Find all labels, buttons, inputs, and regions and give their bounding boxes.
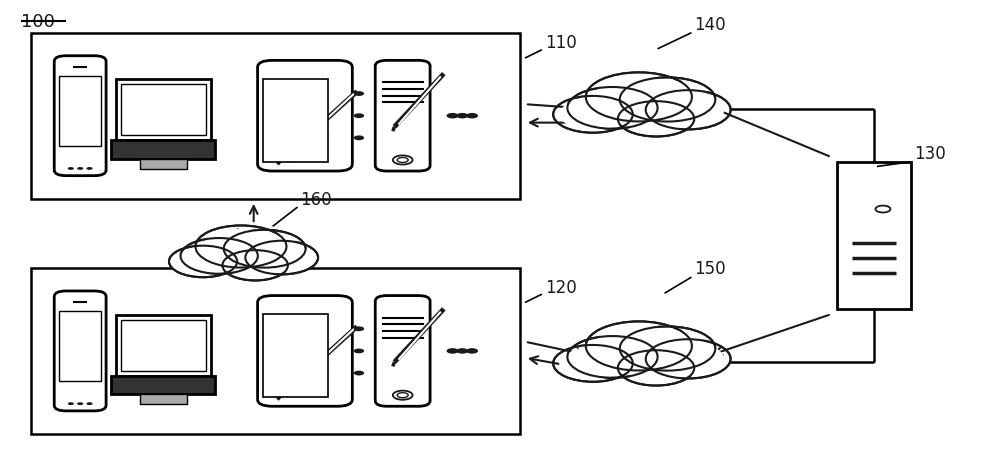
FancyBboxPatch shape: [54, 56, 106, 176]
Circle shape: [181, 238, 258, 274]
Bar: [121, 320, 206, 371]
Circle shape: [227, 253, 283, 279]
Circle shape: [618, 102, 694, 137]
Circle shape: [354, 349, 364, 354]
Bar: [263, 80, 328, 163]
Circle shape: [354, 114, 364, 119]
Circle shape: [586, 322, 692, 371]
Circle shape: [354, 92, 364, 97]
Circle shape: [652, 343, 724, 375]
Circle shape: [586, 73, 692, 122]
Circle shape: [559, 100, 627, 131]
Circle shape: [397, 393, 408, 398]
Circle shape: [354, 136, 364, 141]
Circle shape: [222, 250, 288, 281]
Circle shape: [447, 348, 458, 354]
FancyBboxPatch shape: [375, 296, 430, 407]
Circle shape: [354, 371, 364, 375]
Circle shape: [624, 353, 689, 383]
Circle shape: [567, 88, 658, 130]
Circle shape: [620, 327, 715, 371]
Circle shape: [574, 339, 651, 375]
FancyBboxPatch shape: [258, 296, 352, 407]
FancyBboxPatch shape: [375, 61, 430, 172]
Bar: [116, 315, 211, 376]
Circle shape: [86, 402, 93, 405]
Circle shape: [594, 77, 684, 119]
Text: 130: 130: [914, 144, 946, 163]
Circle shape: [875, 206, 890, 213]
Text: 140: 140: [694, 16, 726, 34]
Circle shape: [646, 339, 731, 379]
FancyBboxPatch shape: [258, 61, 352, 172]
Text: 120: 120: [545, 278, 577, 296]
Bar: [263, 315, 328, 398]
Circle shape: [68, 402, 74, 405]
Circle shape: [559, 348, 627, 379]
Circle shape: [627, 81, 708, 119]
Circle shape: [447, 114, 458, 119]
Bar: [837, 163, 911, 310]
Circle shape: [68, 168, 74, 170]
Circle shape: [567, 336, 658, 378]
Text: 160: 160: [301, 191, 332, 208]
Circle shape: [594, 325, 684, 367]
Bar: [31, 34, 520, 199]
Bar: [59, 77, 101, 146]
Circle shape: [553, 345, 633, 382]
Circle shape: [77, 402, 83, 405]
Bar: [31, 269, 520, 434]
Circle shape: [354, 327, 364, 332]
Circle shape: [574, 91, 651, 126]
Circle shape: [627, 330, 708, 368]
Circle shape: [174, 249, 232, 275]
Circle shape: [456, 114, 468, 119]
FancyBboxPatch shape: [54, 291, 106, 411]
Bar: [116, 80, 211, 141]
Circle shape: [620, 78, 715, 122]
Circle shape: [393, 391, 413, 400]
Circle shape: [397, 158, 408, 163]
Circle shape: [624, 105, 689, 135]
Bar: [140, 394, 187, 404]
Circle shape: [466, 348, 478, 354]
Bar: [59, 312, 101, 381]
Circle shape: [230, 233, 299, 265]
Circle shape: [646, 91, 731, 130]
Circle shape: [245, 241, 318, 275]
Circle shape: [77, 168, 83, 170]
Circle shape: [86, 168, 93, 170]
Text: 110: 110: [545, 34, 577, 52]
Circle shape: [186, 241, 252, 271]
Bar: [121, 85, 206, 136]
Bar: [140, 159, 187, 169]
Circle shape: [224, 230, 306, 268]
Circle shape: [553, 97, 633, 133]
Circle shape: [456, 348, 468, 354]
Circle shape: [251, 244, 313, 272]
Bar: [111, 376, 215, 394]
Text: 100: 100: [21, 13, 55, 31]
Text: 150: 150: [694, 260, 726, 277]
Bar: [111, 141, 215, 159]
Circle shape: [195, 226, 286, 268]
Circle shape: [202, 229, 280, 265]
Circle shape: [618, 350, 694, 386]
Circle shape: [652, 94, 724, 127]
Circle shape: [169, 246, 237, 278]
Circle shape: [466, 114, 478, 119]
Circle shape: [393, 156, 413, 165]
